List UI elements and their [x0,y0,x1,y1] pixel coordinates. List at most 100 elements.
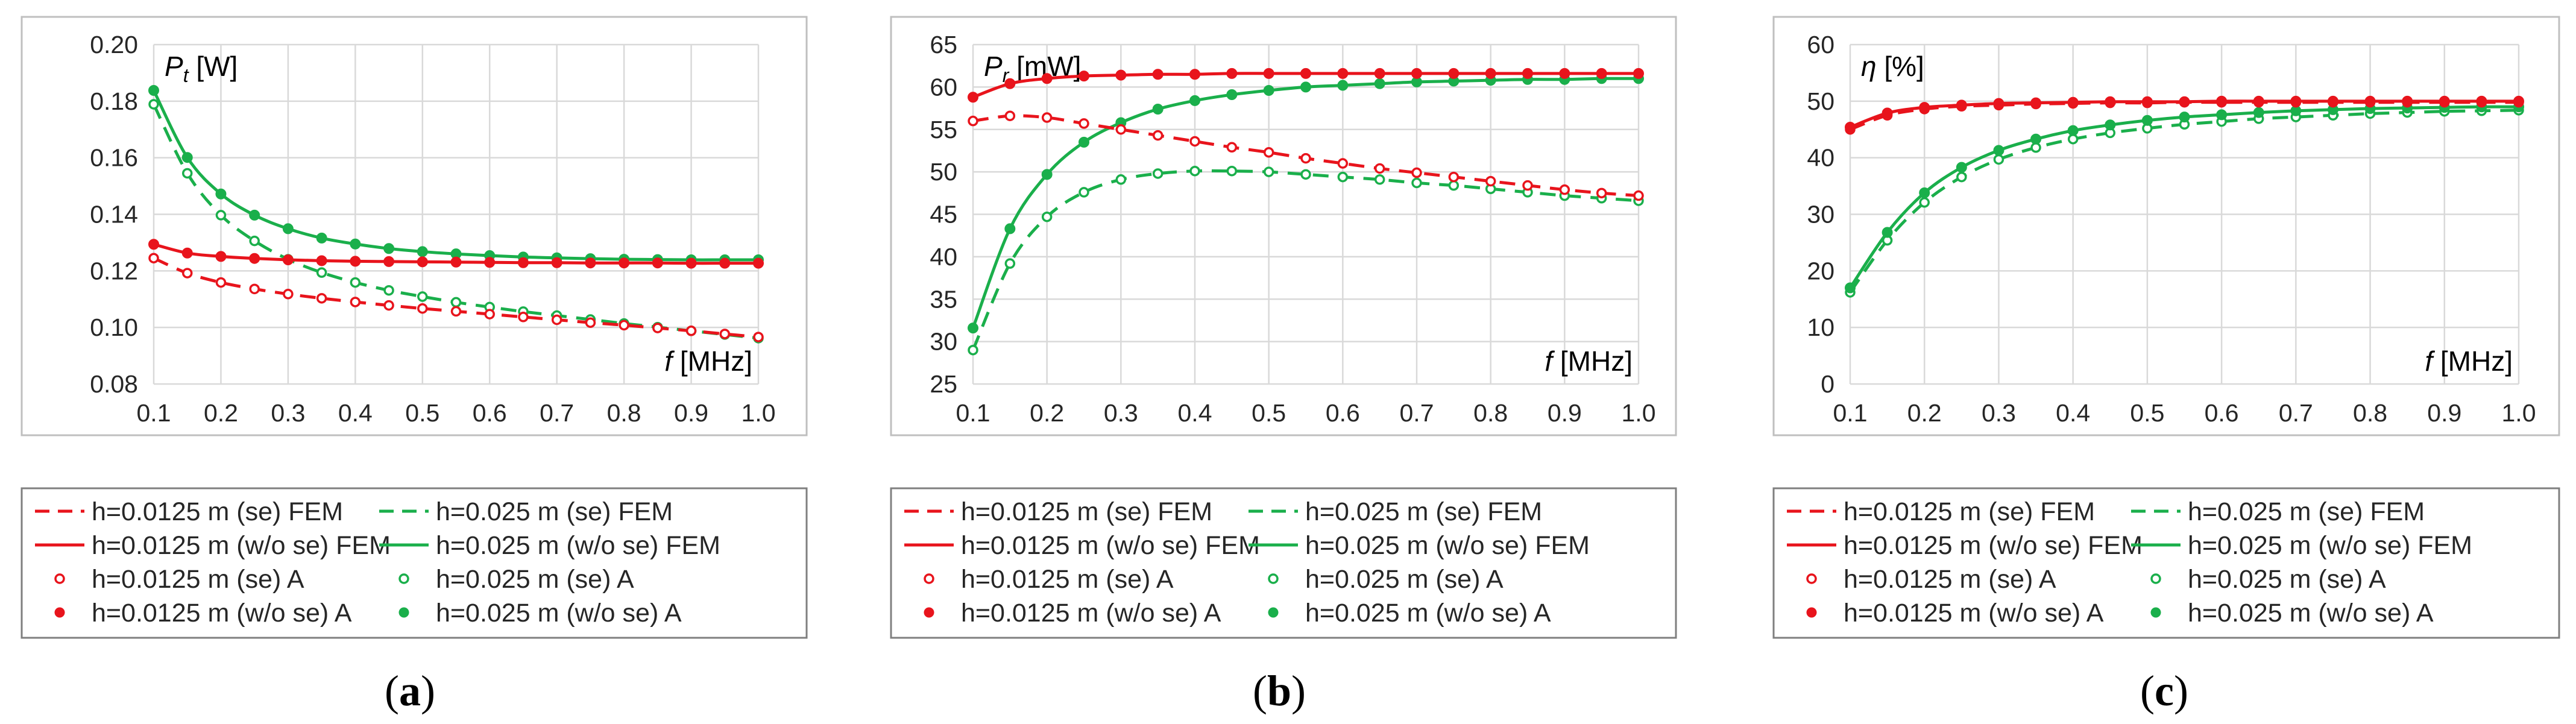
y-tick-label: 0.14 [90,201,138,228]
data-point [1004,258,1016,269]
legend-label: h=0.025 m (se) A [2188,565,2386,594]
data-point [1845,282,1856,294]
x-tick-label: 0.4 [338,399,373,427]
x-tick-label: 0.8 [1473,399,1508,427]
y-tick-label: 10 [1807,313,1834,341]
x-tick-label: 0.7 [2279,399,2313,427]
data-point [1189,95,1200,106]
x-tick-label: 0.1 [956,399,990,427]
legend-item: h=0.025 m (w/o se) A [1268,599,1551,628]
legend-frame [1772,487,2560,639]
x-axis-unit: [MHz] [1552,345,1633,377]
data-point [2513,95,2524,107]
legend-label: h=0.0125 m (se) A [961,565,1174,594]
data-point [1956,99,1967,111]
data-point [1448,171,1460,183]
data-point [1300,68,1311,79]
legend-swatch-open-marker [1268,573,1279,584]
data-point [2030,133,2042,145]
data-point [316,293,327,304]
legend-item: h=0.0125 m (se) A [54,565,304,594]
data-point [1263,85,1274,96]
legend-label: h=0.025 m (se) FEM [436,497,673,526]
data-point [1041,169,1053,180]
y-tick-label: 30 [930,328,957,356]
legend-label: h=0.025 m (w/o se) A [2188,599,2434,628]
data-point [1004,223,1016,235]
data-point [1559,184,1570,195]
legend-label: h=0.0125 m (w/o se) A [1844,599,2104,628]
data-point [517,257,529,268]
data-point [1882,227,1893,238]
x-tick-label: 0.7 [540,399,574,427]
data-point [450,306,462,317]
data-point [148,85,159,96]
data-point [249,235,260,247]
panel-label-close-paren: ) [1291,667,1306,715]
legend-item: h=0.025 m (se) FEM [1249,497,1542,526]
data-point [1152,168,1164,179]
legend-item: h=0.0125 m (w/o se) A [54,599,352,628]
legend-label: h=0.0125 m (w/o se) A [961,599,1221,628]
panel-label-open-paren: ( [385,667,399,715]
panel-label: (c) [2140,667,2188,715]
legend-b: h=0.0125 m (se) FEM h=0.025 m (se) FEM h=0… [890,487,1677,639]
legend-swatch-open-marker [398,573,409,584]
data-point [2141,115,2153,126]
legend-item: h=0.025 m (se) FEM [379,497,673,526]
data-point [1115,174,1127,185]
panel-label-letter: c [2155,667,2174,715]
x-tick-label: 0.7 [1400,399,1434,427]
x-tick-label: 0.6 [1326,399,1360,427]
data-point [249,209,260,221]
data-point [1993,145,2004,156]
panel-label: (a) [385,667,435,715]
data-point [1263,68,1274,79]
data-point [1226,68,1238,79]
x-axis-symbol: f [1545,345,1555,377]
y-axis-symbol: P [165,51,183,82]
y-axis-subscript: t [183,65,189,86]
x-tick-label: 0.2 [1030,399,1064,427]
x-axis-label: f [MHz] [664,345,752,377]
legend-label: h=0.0125 m (w/o se) FEM [92,531,391,560]
data-point [1079,136,1089,148]
data-point [1993,98,2004,109]
legend-item: h=0.025 m (w/o se) A [398,599,682,628]
data-point [1411,177,1422,189]
x-tick-label: 0.6 [473,399,507,427]
legend-label: h=0.025 m (se) FEM [1305,497,1542,526]
legend-swatch-open-marker [1806,573,1817,584]
legend-item: h=0.025 m (se) A [1268,565,1504,594]
legend-item: h=0.0125 m (se) FEM [35,497,343,526]
y-axis-unit: [W] [189,51,238,82]
data-point [1559,68,1570,79]
data-point [283,289,294,300]
legend-item: h=0.0125 m (se) A [924,565,1174,594]
data-point [215,251,227,262]
data-point [1226,165,1238,177]
data-point [1079,71,1089,82]
legend-frame [20,487,808,639]
legend-label: h=0.025 m (se) FEM [2188,497,2425,526]
data-point [685,326,697,336]
legend-label: h=0.025 m (w/o se) FEM [1305,531,1590,560]
data-point [2105,119,2116,131]
data-point [1115,124,1127,135]
y-tick-label: 0.20 [90,31,138,58]
data-point [2105,96,2116,107]
y-tick-label: 20 [1807,257,1834,285]
data-point [1079,187,1089,198]
data-point [450,256,462,268]
x-tick-label: 0.3 [271,399,305,427]
legend-label: h=0.0125 m (se) A [92,565,304,594]
panel-label-close-paren: ) [2174,667,2188,715]
x-axis-unit: [MHz] [2433,345,2513,377]
legend-swatch-filled-marker [1268,607,1279,618]
legend-item: h=0.025 m (w/o se) FEM [1249,531,1590,560]
legend-item: h=0.0125 m (w/o se) FEM [904,531,1260,560]
data-point [2179,112,2190,123]
panel-label: (b) [1253,667,1306,715]
data-point [148,253,159,263]
data-point [1337,158,1349,169]
